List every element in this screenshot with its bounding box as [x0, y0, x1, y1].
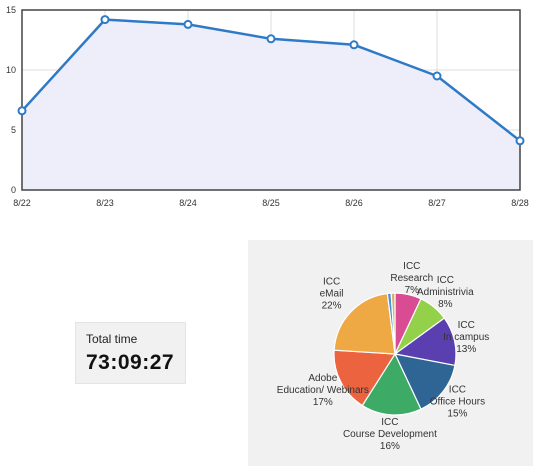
pie-label-line: Adobe [308, 373, 337, 384]
pie-label-line: eMail [320, 288, 344, 299]
pie-label-line: ICC [403, 261, 420, 272]
y-tick-label: 15 [6, 5, 16, 15]
y-tick-label: 10 [6, 65, 16, 75]
data-point [266, 34, 276, 44]
pie-label-line: In campus [443, 332, 489, 343]
pie-label-line: ICC [458, 320, 475, 331]
pie-label-line: ICC [449, 384, 466, 395]
pie-slice [390, 292, 396, 355]
pie-label-percent: 8% [438, 299, 453, 310]
y-tick-label: 0 [11, 185, 16, 195]
pie-label-line: Course Development [343, 429, 437, 440]
pie-label-percent: 13% [456, 344, 476, 355]
total-time-label: Total time [86, 332, 138, 346]
total-time-card: Total time 73:09:27 [75, 322, 186, 384]
pie-label-line: Education/ Webinars [277, 385, 369, 396]
pie-label-line: ICC [323, 276, 340, 287]
x-tick-label: 8/23 [96, 198, 114, 208]
data-point [515, 136, 525, 146]
pie-slice [361, 352, 422, 416]
pie-label-line: Administrivia [417, 287, 474, 298]
x-tick-label: 8/27 [428, 198, 446, 208]
x-tick-label: 8/24 [179, 198, 197, 208]
y-tick-label: 5 [11, 125, 16, 135]
x-tick-label: 8/28 [511, 198, 529, 208]
pie-slice [393, 353, 456, 410]
pie-label-percent: 16% [380, 441, 400, 452]
pie-label-percent: 7% [405, 285, 420, 296]
x-tick-label: 8/22 [13, 198, 31, 208]
time-line-chart: 0 5 10 15 8/22 8/23 8/24 8/25 8/26 8/27 8/28 [6, 5, 529, 208]
pie-label-line: ICC [381, 417, 398, 428]
pie-slice [333, 349, 397, 407]
total-time-value: 73:09:27 [86, 351, 175, 374]
pie-label-percent: 17% [313, 397, 333, 408]
pie-label-percent: 15% [447, 408, 467, 419]
pie-label-line: Research [390, 273, 433, 284]
x-tick-label: 8/26 [345, 198, 363, 208]
data-point [349, 40, 359, 50]
plot-frame [21, 9, 521, 191]
data-point [432, 71, 442, 81]
pie-slice [333, 292, 396, 355]
data-point [183, 19, 193, 29]
series-area [22, 19, 520, 190]
category-pie-panel: ICC Research 7% ICC Administrivia 8% ICC In cam… [248, 240, 533, 466]
pie-label-percent: 22% [322, 300, 342, 311]
pie-label-line: ICC [437, 275, 454, 286]
data-point [100, 15, 110, 25]
data-point [17, 106, 27, 116]
pie-label-line: Office Hours [430, 396, 485, 407]
x-tick-label: 8/25 [262, 198, 280, 208]
